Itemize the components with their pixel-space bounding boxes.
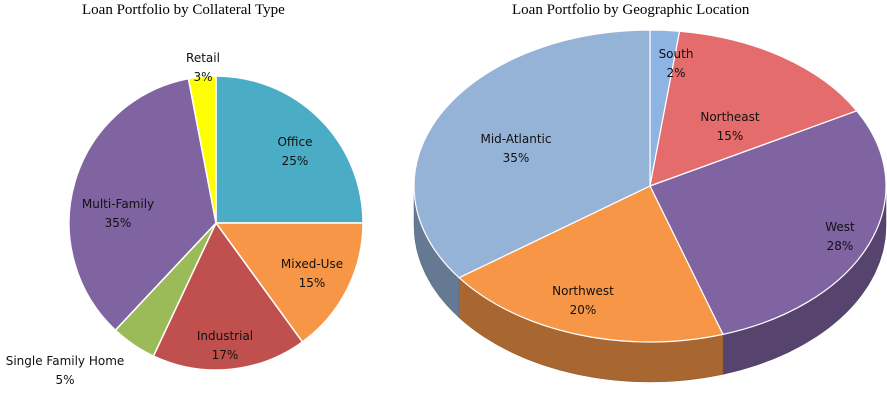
slice-northeast	[649, 30, 858, 187]
slice-south-label: South	[659, 47, 694, 61]
slice-multi-family-percent: 35%	[105, 216, 132, 230]
geographic-labels: South 2% Northeast 15% West 28% Northwest 20% Mi…	[480, 47, 855, 317]
slice-industrial-percent: 17%	[212, 348, 239, 362]
slice-northwest-label: Northwest	[552, 284, 614, 298]
slice-retail-label: Retail	[186, 51, 220, 65]
slice-northeast-label: Northeast	[700, 110, 760, 124]
collateral-labels: Office 25% Mixed-Use 15% Industrial 17% Single…	[6, 51, 343, 387]
slice-single-family-home-percent: 5%	[55, 373, 74, 387]
slice-northwest	[458, 185, 724, 343]
slice-mixed-use-label: Mixed-Use	[281, 257, 343, 271]
chart-title-collateral: Loan Portfolio by Collateral Type	[82, 2, 285, 18]
slice-mixed-use	[214, 222, 364, 343]
slice-west-percent: 28%	[827, 239, 854, 253]
slice-mixed-use-percent: 15%	[299, 276, 326, 290]
slice-mid-atlantic-percent: 35%	[503, 151, 530, 165]
slice-mid-atlantic-label: Mid-Atlantic	[480, 132, 551, 146]
slice-single-family-home-label: Single Family Home	[6, 354, 125, 368]
slice-south-percent: 2%	[666, 66, 685, 80]
slice-industrial-label: Industrial	[197, 329, 253, 343]
slice-retail-percent: 3%	[193, 70, 212, 84]
slice-office-label: Office	[277, 135, 312, 149]
slice-multi-family-label: Multi-Family	[82, 197, 154, 211]
slice-office-percent: 25%	[282, 154, 309, 168]
slice-mid-atlantic	[413, 29, 651, 279]
slice-west-label: West	[825, 220, 855, 234]
slice-office	[215, 75, 364, 224]
slice-industrial	[152, 221, 304, 371]
slice-multi-family	[68, 77, 217, 332]
collateral-pie	[68, 75, 364, 371]
slice-west	[649, 110, 887, 336]
slice-northwest-percent: 20%	[570, 303, 597, 317]
chart-title-geographic: Loan Portfolio by Geographic Location	[512, 2, 750, 18]
slice-retail	[187, 75, 217, 224]
geographic-pie	[413, 29, 887, 383]
slice-northeast-percent: 15%	[717, 129, 744, 143]
